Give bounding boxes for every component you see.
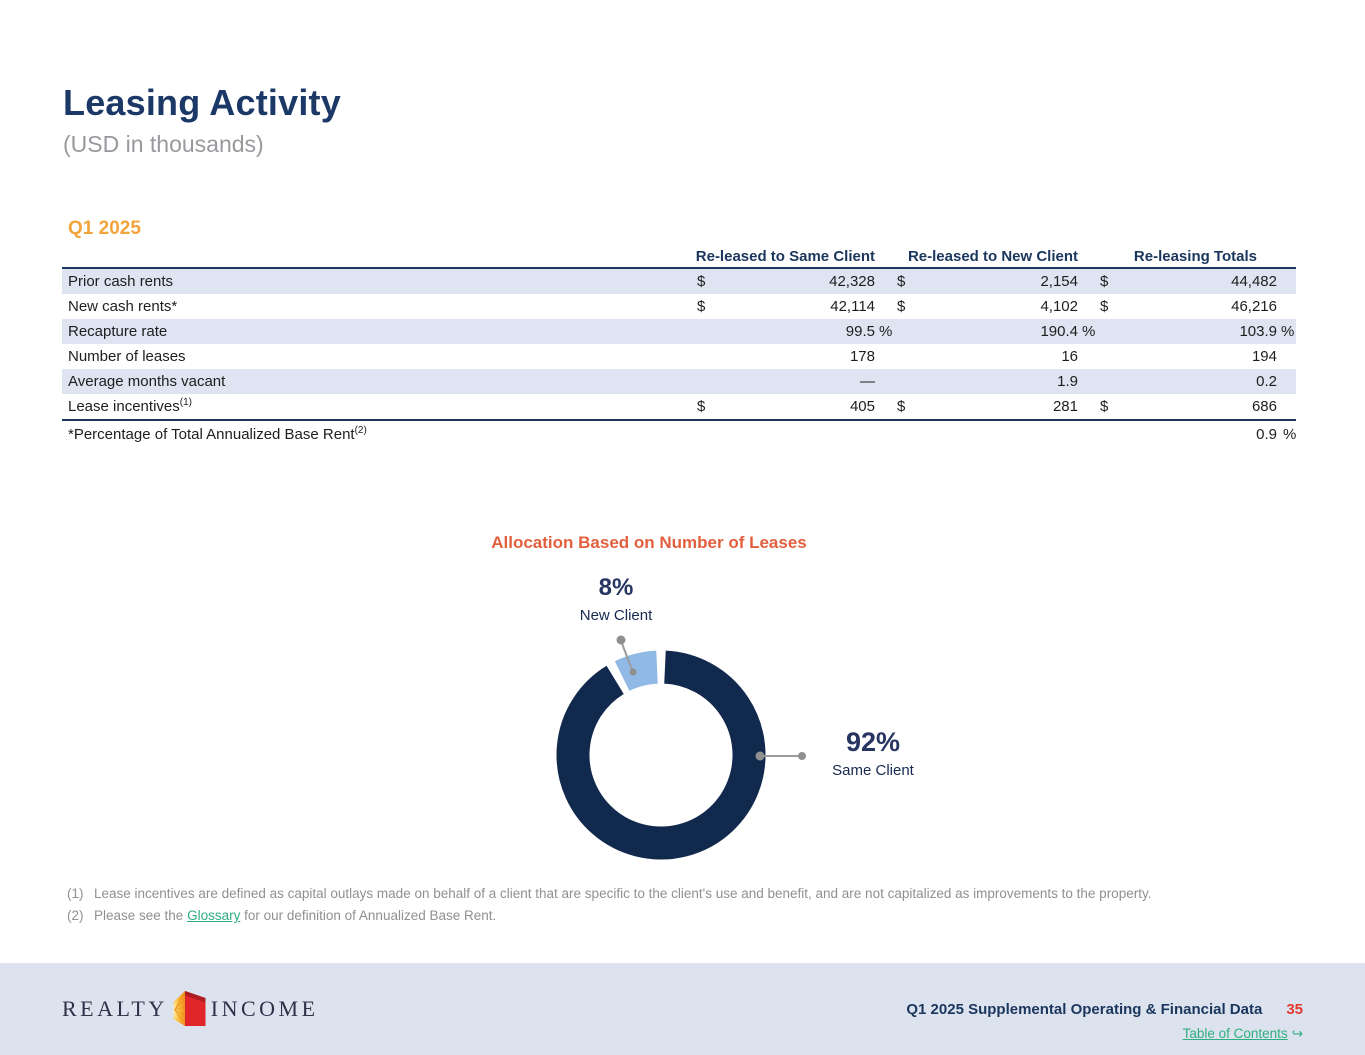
table-footer-row: *Percentage of Total Annualized Base Ren… [62,419,1296,448]
footnote-ref: (1) [179,397,192,408]
leader-dot [755,751,765,761]
footnote-2-text: Please see the Glossary for our definiti… [94,908,496,924]
row-label: Lease incentives(1) [68,397,192,416]
footnote-2-text-before: Please see the [94,908,188,923]
table-row: Number of leases 178 16 194 [62,344,1296,369]
new-client-percentage-label: 8% [598,574,634,601]
table-row: New cash rents* $42,114 $4,102 $46,216 [62,294,1296,319]
value-cell: 44,482 [1231,273,1277,290]
same-client-percentage-label: 92% [845,727,901,757]
currency-cell: $ [697,398,706,415]
table-header-row: Re-leased to Same Client Re-leased to Ne… [62,243,1296,269]
currency-cell: $ [897,273,906,290]
table-row: Lease incentives(1) $405 $281 $686 [62,394,1296,419]
table-body: Prior cash rents $42,328 $2,154 $44,482 New … [62,269,1296,419]
value-cell: 194 [1251,348,1277,365]
page-number: 35 [1286,1001,1303,1018]
footnotes: (1) Lease incentives are defined as capi… [67,886,1151,930]
leader-dot [629,668,637,676]
currency-cell: $ [697,298,706,315]
value-cell: — [860,373,875,390]
footnote-ref-2: (2) [354,425,367,436]
footnote-2-text-after: for our definition of Annualized Base Re… [240,908,497,923]
currency-cell: $ [897,398,906,415]
footnote-2-number: (2) [67,908,84,923]
value-cell: 46,216 [1231,298,1277,315]
footnote-1: (1) Lease incentives are defined as capi… [67,886,1151,902]
currency-cell: $ [1100,273,1109,290]
same-client-label: Same Client [832,762,914,779]
footer-doc-title-row: Q1 2025 Supplemental Operating & Financi… [906,1001,1303,1018]
value-cell: 99.5 [845,323,875,340]
footer-right-block: Q1 2025 Supplemental Operating & Financi… [906,1001,1303,1042]
footnote-1-text: Lease incentives are defined as capital … [94,886,1152,901]
page-title: Leasing Activity [63,82,341,123]
chart-title: Allocation Based on Number of Leases [491,533,807,552]
row-label: Number of leases [68,348,186,365]
currency-cell: $ [897,298,906,315]
page-footer: REALTY INCOME Q1 2025 Su [0,963,1365,1055]
leader-dot [798,752,806,760]
value-cell: 1.9 [1057,373,1078,390]
footer-row-label: *Percentage of Total Annualized Base Ren… [62,425,1116,444]
value-cell: 42,328 [829,273,875,290]
row-label: Average months vacant [68,373,226,390]
value-cell: 16 [1061,348,1078,365]
leader-line-new-client [620,640,634,673]
glossary-link[interactable]: Glossary [187,908,241,923]
value-cell: 178 [849,348,875,365]
value-cell: 2,154 [1040,273,1078,290]
footnote-1-number: (1) [67,886,84,901]
value-cell: 190.4 [1040,323,1078,340]
unit-cell: % [879,323,893,340]
currency-cell: $ [1100,298,1109,315]
footer-row-value: 0.9 [1256,426,1277,443]
unit-cell: % [1281,323,1295,340]
footnote-2: (2) Please see the Glossary for our defi… [67,908,1151,924]
logo-text-realty: REALTY [62,995,168,1021]
table-row: Average months vacant — 1.9 0.2 [62,369,1296,394]
value-cell: 405 [849,398,875,415]
column-header-same-client: Re-leased to Same Client [695,248,875,265]
value-cell: 42,114 [830,298,875,315]
footer-row-unit: % [1283,426,1297,443]
value-cell: 281 [1052,398,1078,415]
document-title: Q1 2025 Supplemental Operating & Financi… [906,1001,1263,1018]
donut-slice-new-client [614,650,659,692]
donut-slice-same-client [556,650,766,860]
currency-cell: $ [697,273,706,290]
column-header-new-client: Re-leased to New Client [907,248,1078,265]
logo-text-income: INCOME [210,995,319,1021]
row-label: Recapture rate [68,323,168,340]
table-of-contents-link[interactable]: Table of Contents [1182,1026,1288,1041]
table-row: Prior cash rents $42,328 $2,154 $44,482 [62,269,1296,294]
footer-row-label-text: *Percentage of Total Annualized Base Ren… [68,426,355,443]
currency-cell: $ [1100,398,1109,415]
row-label: New cash rents* [68,298,178,315]
new-client-label: New Client [579,607,653,624]
toc-arrow-icon[interactable]: ↪ [1291,1026,1303,1042]
donut-chart [556,635,806,860]
table-row: Recapture rate 99.5% 190.4% 103.9% [62,319,1296,344]
value-cell: 0.2 [1256,373,1277,390]
leader-dot [616,635,626,645]
value-cell: 4,102 [1040,298,1078,315]
logo-house-icon [173,991,206,1026]
row-label: Prior cash rents [68,273,174,290]
column-header-totals: Re-leasing Totals [1133,248,1257,265]
value-cell: 103.9 [1239,323,1277,340]
leasing-activity-table: Re-leased to Same Client Re-leased to Ne… [62,243,1296,448]
value-cell: 686 [1251,398,1277,415]
realty-income-logo: REALTY INCOME [62,990,319,1027]
section-label-q1-2025: Q1 2025 [68,218,141,239]
page-subtitle: (USD in thousands) [63,131,264,157]
unit-cell: % [1082,323,1096,340]
table-of-contents-row: Table of Contents ↪ [906,1026,1303,1042]
